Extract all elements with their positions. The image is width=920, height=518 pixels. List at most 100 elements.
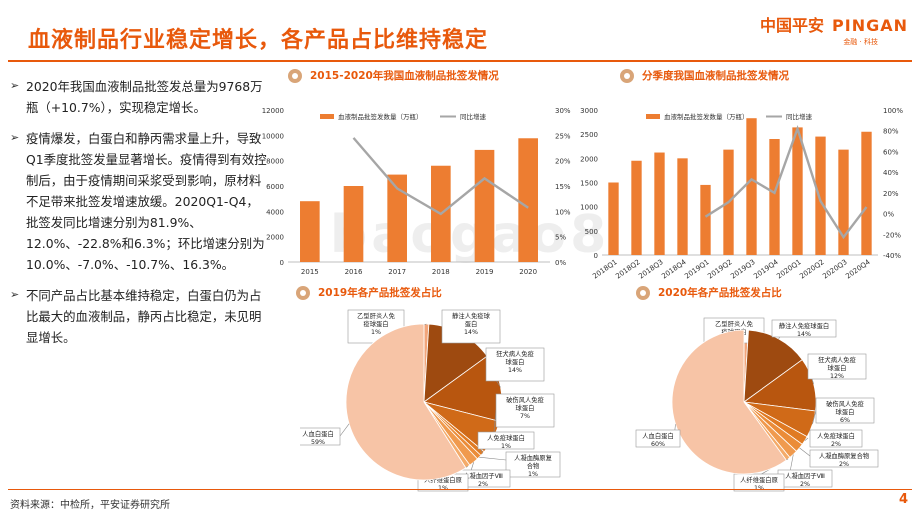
pie-pct-label: 14% — [508, 367, 522, 374]
y-left-tick-label: 8000 — [266, 158, 284, 166]
title-divider — [8, 60, 912, 62]
y-right-tick-label: -20% — [883, 231, 901, 239]
pie-pct-label: 1% — [528, 471, 538, 478]
footer-divider — [8, 489, 912, 490]
pie-label-text: 人纤维蛋白原 — [424, 475, 462, 484]
x-tick-label: 2019Q4 — [752, 258, 780, 281]
pie-label-text: 球蛋白 — [506, 357, 525, 366]
bullet-text: 疫情爆发，白蛋白和静丙需求量上升，导致Q1季度批签发量显著增长。疫情得到有效控制… — [26, 131, 267, 272]
y-right-tick-label: 0% — [883, 211, 894, 219]
pie-slice — [743, 329, 803, 403]
bar — [792, 127, 803, 255]
legend-label: 血液制品批签发数量（万瓶） — [338, 112, 423, 121]
label-box — [809, 449, 879, 468]
bar — [608, 182, 619, 255]
label-leader-line — [804, 437, 809, 441]
pie-label-text: 人纤维蛋白原 — [740, 475, 778, 484]
y-left-tick-label: 2500 — [580, 131, 598, 139]
legend-label: 血液制品批签发数量（万瓶） — [664, 112, 749, 121]
pie-label-text: 人凝血酶原复 — [514, 453, 552, 462]
label-leader-line — [812, 409, 817, 425]
pie-pct-label: 14% — [797, 331, 811, 338]
x-tick-label: 2018 — [432, 268, 450, 276]
label-box — [300, 427, 341, 446]
y-right-tick-label: 40% — [883, 169, 899, 177]
title-circle-icon — [620, 68, 634, 83]
x-tick-label: 2018Q1 — [591, 258, 618, 280]
y-left-tick-label: 1000 — [580, 204, 598, 212]
pie-label-text: 合物 — [527, 461, 540, 470]
chart-title-text: 2020年各产品批签发占比 — [658, 287, 782, 299]
y-left-tick-label: 10000 — [262, 132, 284, 140]
logo-subtitle: 金融 · 科技 — [843, 38, 878, 46]
bullet-arrow-icon: ➢ — [10, 79, 20, 92]
annual-bar-line-chart: 0 2000 4000 6000 8000 10000 12000 0% 5% 10% 15% 20%… — [262, 107, 571, 276]
label-box — [815, 397, 875, 424]
growth-line — [352, 137, 529, 216]
bar — [746, 118, 757, 255]
x-tick-label: 2020Q1 — [775, 258, 802, 280]
y-left-tick-label: 3000 — [580, 107, 598, 115]
x-tick-label: 2018Q3 — [637, 258, 664, 280]
bar — [861, 131, 872, 255]
chart-title-pie-2020: 2020年各产品批签发占比 — [636, 285, 782, 300]
page-title: 血液制品行业稳定增长，各产品占比维持稳定 — [28, 28, 489, 53]
logo-en: PINGAN — [832, 16, 908, 35]
y-right-tick-label: 15% — [555, 183, 571, 191]
y-right-tick-label: 0% — [555, 259, 566, 267]
x-tick-label: 2016 — [345, 268, 363, 276]
bar — [518, 138, 538, 262]
pie-pct-label: 2% — [839, 461, 849, 468]
x-tick-label: 2017 — [388, 268, 406, 276]
pie-chart-2019: 乙型肝炎人免疫球蛋白1%静注人免疫球蛋白14%狂犬病人免疫球蛋白14%破伤风人免… — [300, 309, 561, 492]
y-left-tick-label: 500 — [585, 228, 598, 236]
quarterly-bar-line-chart: 0 500 1000 1500 2000 2500 3000 -40% -20% 0% 20% 40%… — [580, 107, 903, 281]
bar — [631, 160, 642, 255]
label-leader-line — [799, 447, 811, 457]
bar — [677, 158, 688, 255]
y-left-tick-label: 2000 — [580, 155, 598, 163]
label-box — [505, 451, 561, 478]
pie-label-text: 蛋白 — [465, 319, 478, 328]
bullet-item: ➢ 2020年我国血液制品批签发总量为9768万瓶（+10.7%），实现稳定增长… — [10, 76, 270, 118]
legend-bar-swatch — [646, 114, 660, 119]
pie-pct-label: 14% — [464, 329, 478, 336]
y-left-tick-label: 0 — [280, 259, 284, 267]
pie-label-text: 破伤风人免疫 — [826, 399, 864, 408]
label-box — [495, 393, 555, 428]
label-box — [441, 309, 501, 344]
y-left-tick-label: 4000 — [266, 208, 284, 216]
bar — [838, 149, 849, 255]
growth-line — [704, 124, 868, 240]
label-box — [771, 319, 837, 338]
pie-label-text: 球蛋白 — [516, 403, 535, 412]
chart-title-annual: 2015-2020年我国血液制品批签发情况 — [288, 68, 499, 83]
watermark: baogao8 — [330, 205, 611, 265]
bar — [815, 136, 826, 255]
x-tick-label: 2019Q3 — [729, 258, 756, 280]
bullet-text: 2020年我国血液制品批签发总量为9768万瓶（+10.7%），实现稳定增长。 — [26, 79, 263, 115]
y-right-tick-label: 60% — [883, 148, 899, 156]
pie-pct-label: 60% — [651, 441, 665, 448]
pie-pct-label: 2% — [831, 441, 841, 448]
pingan-logo: 中国平安 PINGAN 金融 · 科技 — [760, 12, 908, 47]
pie-label-text: 人凝血酶原复合物 — [819, 451, 869, 460]
pie-label-text: 狂犬病人免疫 — [496, 349, 534, 358]
pie-label-text: 球蛋白 — [836, 407, 855, 416]
chart-title-text: 2019年各产品批签发占比 — [318, 287, 442, 299]
y-right-tick-label: 20% — [883, 190, 899, 198]
pie-label-text: 疫球蛋白 — [363, 319, 388, 328]
logo-text: 中国平安 PINGAN — [760, 12, 908, 36]
y-right-tick-label: 10% — [555, 208, 571, 216]
bar — [387, 174, 407, 262]
logo-cn: 中国平安 — [760, 16, 825, 35]
label-box — [733, 473, 785, 492]
pie-label-text: 球蛋白 — [828, 363, 847, 372]
bar — [654, 152, 665, 255]
pie-pct-label: 1% — [754, 485, 764, 492]
pie-label-text: 人免疫球蛋白 — [487, 433, 525, 442]
y-right-tick-label: 30% — [555, 107, 571, 115]
x-tick-label: 2019Q1 — [683, 258, 710, 280]
pie-label-text: 狂犬病人免疫 — [818, 355, 856, 364]
bullet-item: ➢ 疫情爆发，白蛋白和静丙需求量上升，导致Q1季度批签发量显著增长。疫情得到有效… — [10, 128, 270, 275]
